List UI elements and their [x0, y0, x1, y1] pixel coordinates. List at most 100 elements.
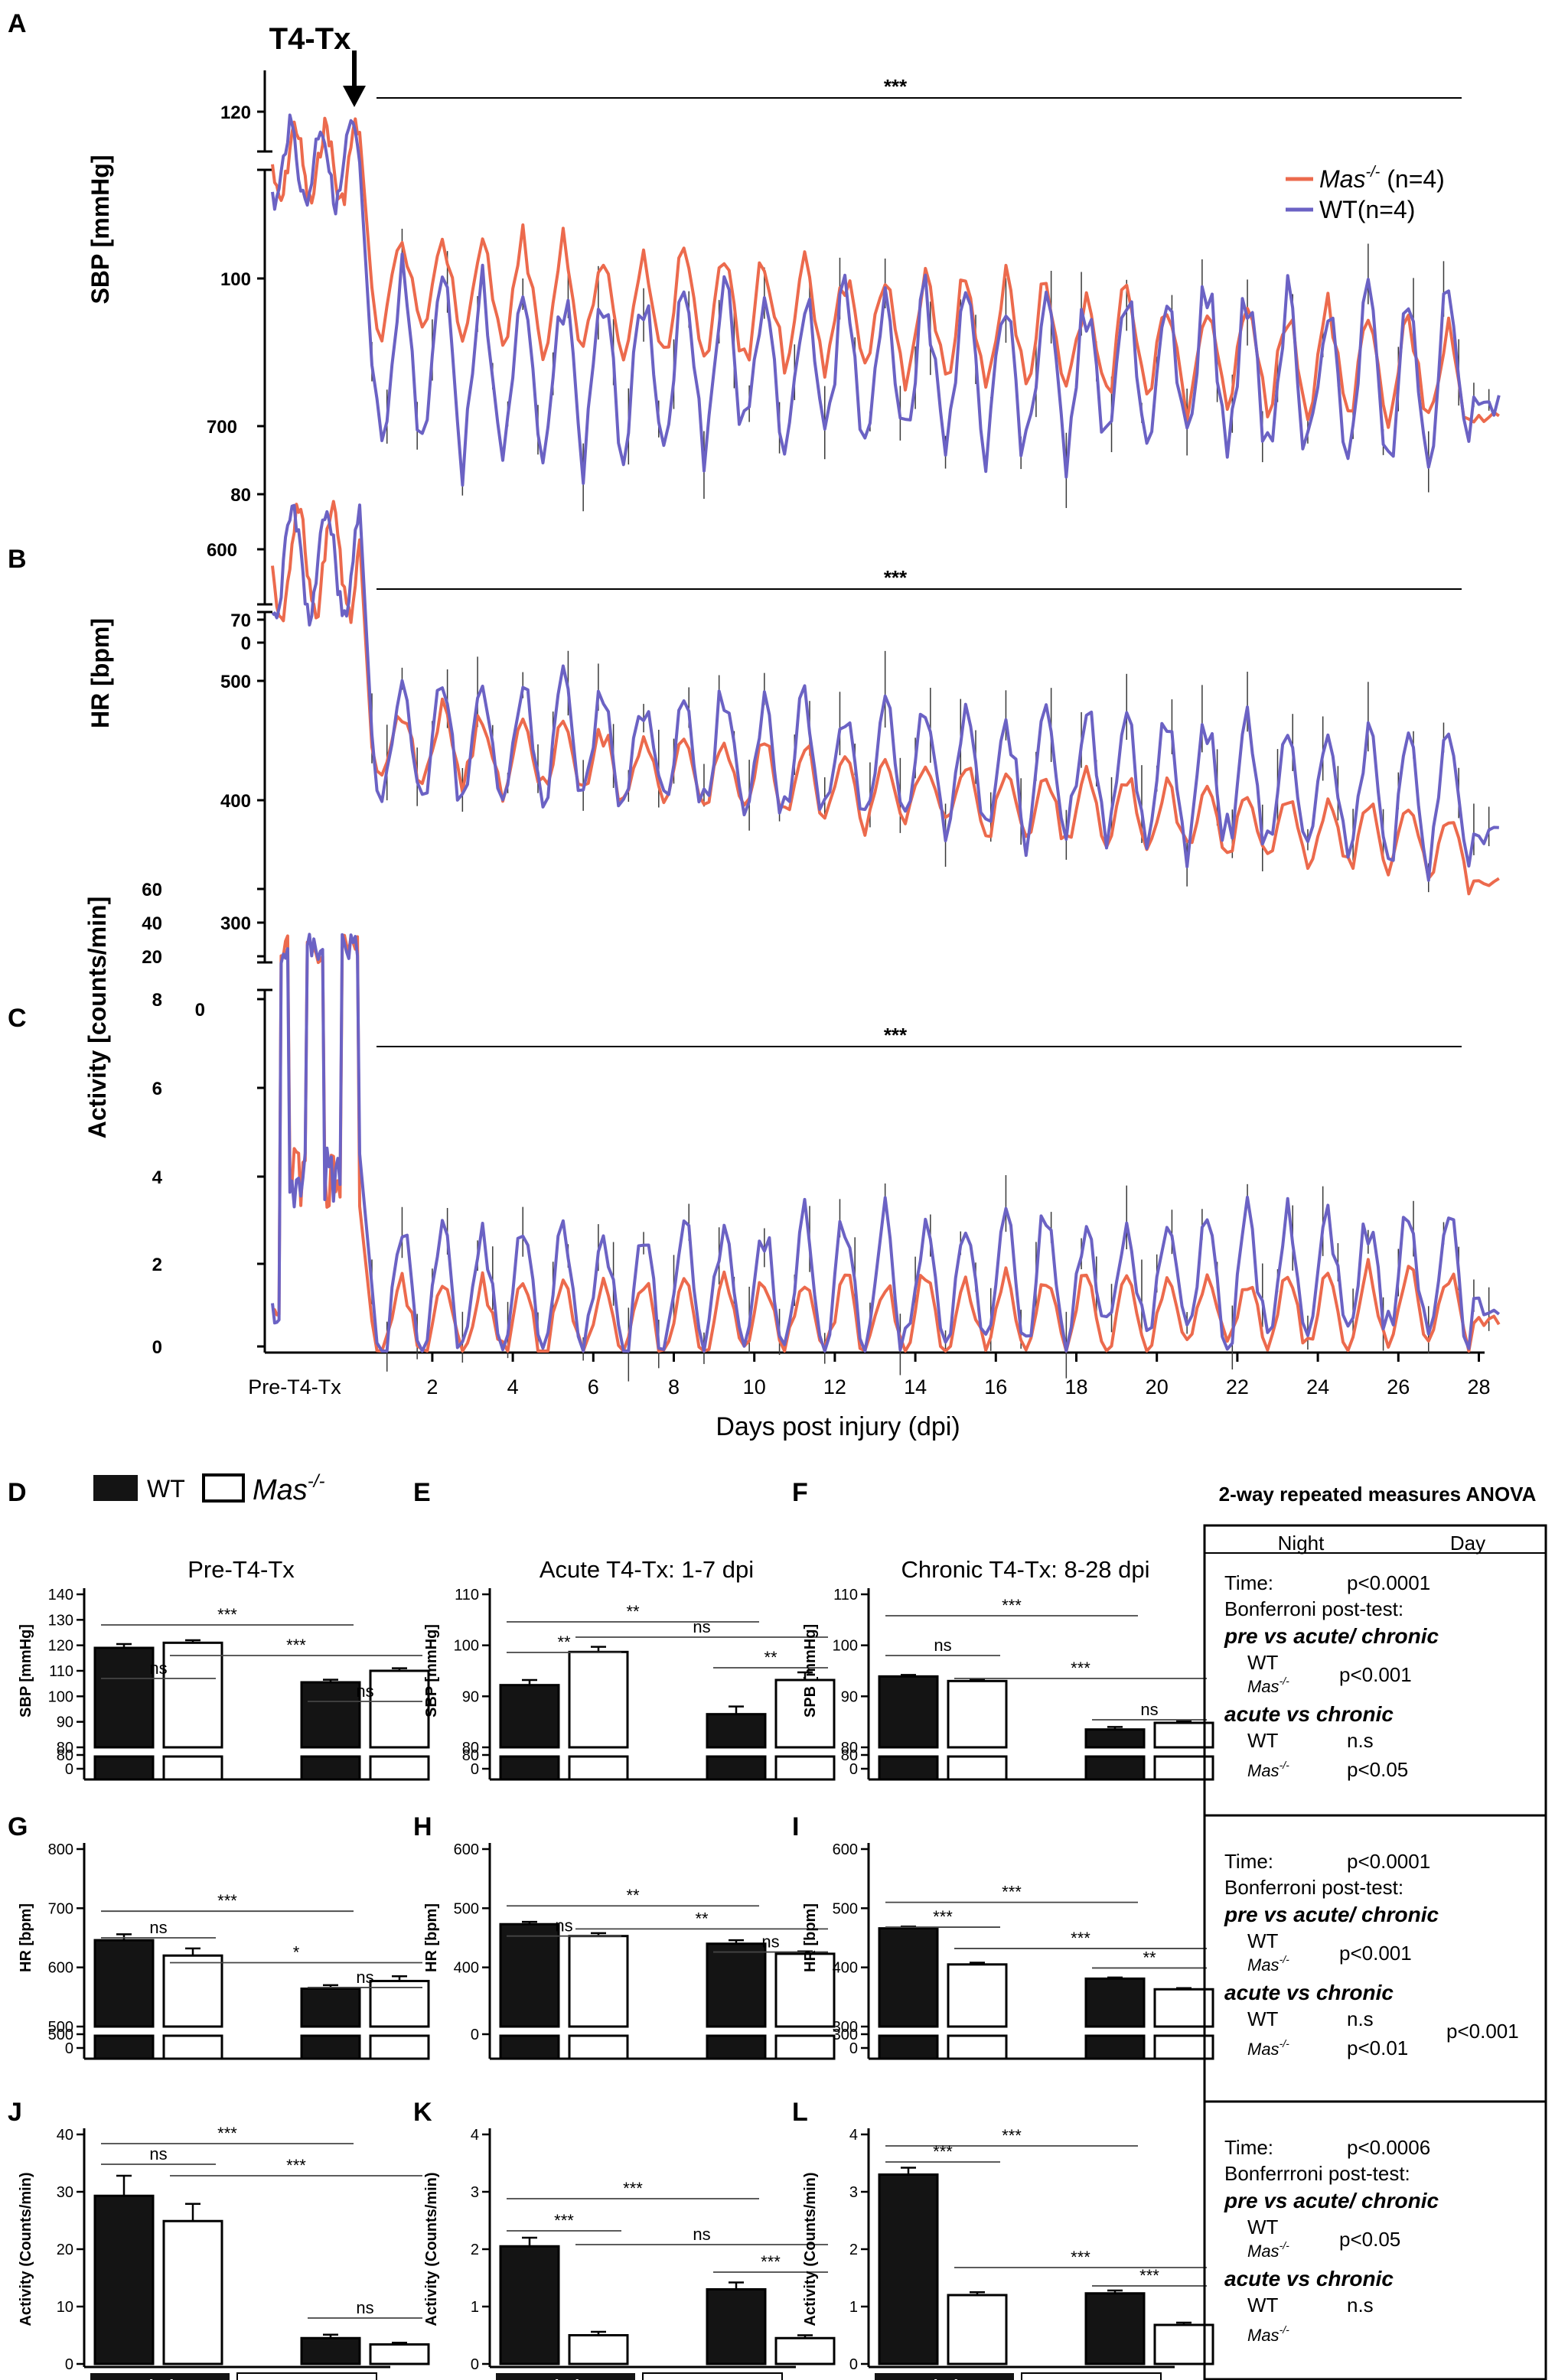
night-label: Night — [914, 2375, 975, 2380]
anova-ac-wt: WT — [1247, 1729, 1279, 1752]
anova-ac-label: acute vs chronic — [1224, 1981, 1394, 2004]
panel-label-l: L — [792, 2098, 808, 2127]
legend-swatch-mas-bar — [202, 1473, 245, 1503]
x-axis-label: Days post injury (dpi) — [716, 1412, 960, 1441]
signif-label: ** — [695, 1909, 709, 1928]
signif-label: ** — [626, 1886, 640, 1905]
series-group-a — [271, 113, 1501, 512]
tick-a-100: 100 — [220, 269, 251, 290]
anova-mas-name: Mas — [1247, 1955, 1280, 1975]
ylabel-j: Activity (Counts/min) — [18, 2172, 34, 2326]
bar-stub-d-2 — [300, 1755, 361, 1781]
panel-label-e: E — [413, 1478, 431, 1507]
y-tick-label: 110 — [49, 1663, 73, 1680]
axis-lines — [257, 70, 1485, 1354]
break-tick-label: 0 — [65, 1761, 73, 1778]
bar-i-0 — [878, 1927, 939, 2028]
panel-label-f: F — [792, 1478, 808, 1507]
y-tick-label: 100 — [833, 1638, 858, 1655]
signif-label: ns — [555, 1916, 572, 1936]
signif-label: *** — [933, 1907, 953, 1926]
bar-l-0 — [878, 2173, 939, 2365]
break-tick-label: 0 — [65, 2040, 73, 2057]
ylabel-i: HR [bpm] — [802, 1903, 819, 1972]
y-tick-label: 90 — [57, 1714, 73, 1731]
y-tick-label: 80 — [57, 1740, 73, 1757]
panel-title-e: Acute T4-Tx: 1-7 dpi — [540, 1556, 754, 1583]
anova-frame — [1203, 1524, 1547, 2380]
y-tick-label: 110 — [455, 1587, 479, 1603]
break-tick-label: 0 — [849, 2040, 858, 2057]
bar-chart-d: D Pre-T4-Tx SBP [mmHg] 140 130 120 110 100 90 808… — [8, 1478, 430, 1781]
series-line-c-wt — [271, 933, 1501, 1353]
x-tick-label: 24 — [1306, 1376, 1329, 1398]
bar-g-3 — [369, 1979, 430, 2028]
anova-time-label: Time: — [1224, 1571, 1273, 1594]
tick-c-20: 20 — [142, 947, 162, 968]
x-tick-label: 14 — [904, 1376, 927, 1398]
y-tick-label: 2 — [849, 2242, 858, 2258]
series-line-b-wt — [271, 503, 1499, 882]
y-tick-label: 700 — [48, 1900, 73, 1917]
bar-j-0 — [93, 2194, 155, 2365]
signif-label: * — [293, 1942, 300, 1962]
tick-c-2: 2 — [152, 1255, 162, 1275]
bar-g-1 — [162, 1954, 223, 2028]
signif-label: *** — [1071, 2248, 1090, 2267]
ylabel-g: HR [bpm] — [18, 1903, 34, 1972]
y-tick-label: 500 — [454, 1900, 479, 1917]
y-tick-label: 0 — [849, 2356, 858, 2373]
day-label: Day — [1068, 2375, 1114, 2380]
panel-label-d: D — [8, 1478, 27, 1507]
error-whiskers-b — [371, 650, 1490, 893]
anova-ac-mas: Mas-/- — [1247, 2037, 1289, 2059]
bar-stub-f-3 — [1153, 1755, 1214, 1781]
anova-time-p: p<0.0006 — [1347, 2136, 1430, 2159]
break-tick-label: 80 — [841, 1747, 858, 1764]
panel-label-c: C — [8, 1004, 27, 1033]
bar-stub-g-3 — [369, 2034, 430, 2060]
signif-label: *** — [286, 1636, 306, 1655]
y-tick-label: 500 — [833, 1900, 858, 1917]
y-tick-label: 80 — [841, 1740, 858, 1757]
anova-pre-mas: Mas-/- — [1247, 1953, 1289, 1975]
bar-j-1 — [162, 2219, 223, 2365]
bar-stub-i-3 — [1153, 2034, 1214, 2060]
anova-ac-label: acute vs chronic — [1224, 1702, 1394, 1726]
y-tick-label: 30 — [57, 2184, 73, 2201]
x-tick-label: 12 — [823, 1376, 846, 1398]
anova-pre-mas: Mas-/- — [1247, 2239, 1289, 2261]
bar-stub-h-2 — [706, 2034, 767, 2060]
y-tick-label: 4 — [471, 2127, 479, 2144]
panel-title-d: Pre-T4-Tx — [187, 1556, 295, 1583]
anova-mas-sup: -/- — [1280, 2323, 1290, 2336]
bar-j-2 — [300, 2336, 361, 2365]
panel-label-k: K — [413, 2098, 432, 2127]
break-tick-label: 80 — [462, 1747, 479, 1764]
legend-wt-bar-label: WT — [147, 1475, 185, 1503]
signif-label: ** — [626, 1602, 640, 1621]
bar-e-1 — [568, 1650, 629, 1749]
time-series-lines — [271, 113, 1501, 1382]
tick-c-6: 6 — [152, 1079, 162, 1099]
anova-pre-p: p<0.001 — [1339, 1663, 1412, 1686]
signif-label: ns — [356, 1682, 373, 1701]
panel-label-a: A — [8, 9, 27, 38]
break-tick-label: 0 — [471, 2027, 479, 2043]
bar-stub-f-2 — [1084, 1755, 1146, 1781]
bar-stub-e-0 — [499, 1755, 560, 1781]
night-box — [875, 2373, 1014, 2380]
anova-pre-p: p<0.001 — [1339, 1942, 1412, 1965]
bar-stub-d-0 — [93, 1755, 155, 1781]
y-tick-label: 3 — [471, 2184, 479, 2201]
legend-swatch-wt-bar — [93, 1475, 138, 1501]
x-tick-label: 2 — [426, 1376, 438, 1398]
bar-d-0 — [93, 1646, 155, 1749]
bar-h-2 — [706, 1942, 767, 2028]
bar-k-1 — [568, 2334, 629, 2365]
anova-box: 2-way repeated measures ANOVA Night Day … — [1203, 1483, 1547, 2380]
legend-label-mas: Mas-/- (n=4) — [1319, 164, 1445, 193]
ylabel-h: HR [bpm] — [423, 1903, 440, 1972]
ylabel-hr: HR [bpm] — [86, 618, 114, 728]
anova-pre-label: pre vs acute/ chronic — [1224, 2189, 1439, 2212]
